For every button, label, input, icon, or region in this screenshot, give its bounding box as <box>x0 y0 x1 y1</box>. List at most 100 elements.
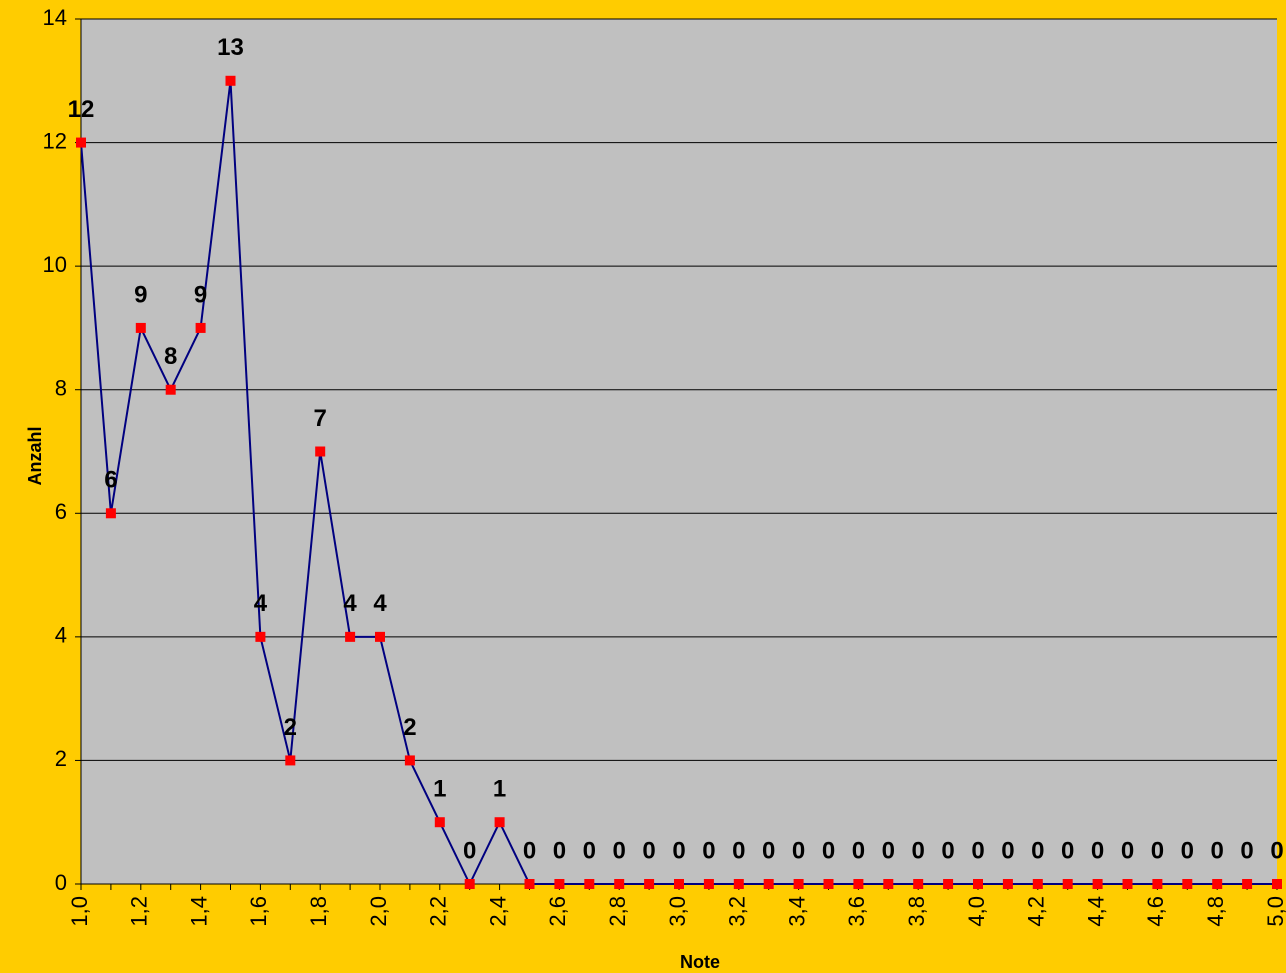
data-point <box>763 879 774 889</box>
y-tick-label: 4 <box>55 623 67 648</box>
data-point <box>345 631 356 642</box>
data-label: 4 <box>343 590 357 617</box>
data-label: 0 <box>941 837 954 864</box>
x-tick-label: 2,8 <box>605 896 630 927</box>
y-tick-label: 6 <box>55 499 67 524</box>
y-tick-label: 0 <box>55 870 67 895</box>
data-label: 2 <box>403 714 416 741</box>
x-tick-label: 1,0 <box>67 896 92 927</box>
data-point <box>823 879 834 889</box>
data-label: 0 <box>1031 837 1044 864</box>
data-point <box>644 879 655 889</box>
data-point <box>703 879 714 889</box>
data-label: 0 <box>702 837 715 864</box>
data-point <box>883 879 894 889</box>
x-tick-label: 4,2 <box>1024 896 1049 927</box>
x-tick-label: 2,4 <box>485 896 510 927</box>
data-point <box>434 817 445 828</box>
data-label: 1 <box>493 776 506 803</box>
x-tick-label: 1,4 <box>186 896 211 927</box>
data-label: 0 <box>882 837 895 864</box>
data-point <box>853 879 864 889</box>
data-point <box>225 75 236 86</box>
data-point <box>1152 879 1163 889</box>
data-label: 0 <box>1001 837 1014 864</box>
data-point <box>105 508 116 519</box>
data-label: 0 <box>523 837 536 864</box>
data-point <box>494 817 505 828</box>
data-point <box>1212 879 1223 889</box>
data-point <box>524 879 535 889</box>
data-label: 0 <box>672 837 685 864</box>
data-point <box>165 384 176 395</box>
data-point <box>1032 879 1043 889</box>
data-label: 8 <box>164 343 177 370</box>
data-point <box>1182 879 1193 889</box>
data-point <box>584 879 595 889</box>
data-label: 4 <box>254 590 268 617</box>
data-label: 0 <box>1211 837 1224 864</box>
data-label: 0 <box>583 837 596 864</box>
y-tick-label: 2 <box>55 746 67 771</box>
x-tick-label: 2,2 <box>426 896 451 927</box>
data-point <box>554 879 565 889</box>
data-point <box>1242 879 1253 889</box>
x-tick-label: 5,0 <box>1263 896 1286 927</box>
data-label: 6 <box>104 467 117 494</box>
data-label: 0 <box>463 837 476 864</box>
data-point <box>733 879 744 889</box>
data-label: 1 <box>433 776 446 803</box>
x-tick-label: 3,2 <box>725 896 750 927</box>
data-point <box>375 631 385 642</box>
data-label: 9 <box>194 281 207 308</box>
plot-area <box>81 19 1277 884</box>
data-label: 0 <box>852 837 865 864</box>
data-label: 0 <box>792 837 805 864</box>
data-label: 0 <box>642 837 655 864</box>
data-point <box>793 879 804 889</box>
x-tick-label: 4,0 <box>964 896 989 927</box>
data-point <box>1272 879 1282 889</box>
y-tick-label: 10 <box>43 252 67 277</box>
data-label: 0 <box>1240 837 1253 864</box>
data-point <box>943 879 954 889</box>
y-tick-label: 14 <box>43 5 67 30</box>
x-tick-label: 1,8 <box>306 896 331 927</box>
data-label: 0 <box>613 837 626 864</box>
data-point <box>135 322 146 333</box>
data-label: 7 <box>314 405 327 432</box>
x-tick-label: 3,8 <box>904 896 929 927</box>
data-label: 12 <box>68 96 95 123</box>
data-label: 13 <box>217 34 244 61</box>
data-point <box>1002 879 1013 889</box>
data-label: 0 <box>1181 837 1194 864</box>
x-axis-label: Note <box>680 952 720 972</box>
data-label: 0 <box>822 837 835 864</box>
data-label: 2 <box>284 714 297 741</box>
data-point <box>913 879 924 889</box>
data-label: 0 <box>1151 837 1164 864</box>
x-tick-label: 4,8 <box>1203 896 1228 927</box>
data-point <box>195 322 206 333</box>
data-point <box>674 879 684 889</box>
data-label: 0 <box>1270 837 1283 864</box>
x-tick-label: 1,6 <box>246 896 271 927</box>
data-point <box>255 631 266 642</box>
data-label: 0 <box>732 837 745 864</box>
x-tick-label: 4,4 <box>1083 896 1108 927</box>
x-tick-label: 3,6 <box>844 896 869 927</box>
data-point <box>1062 879 1073 889</box>
x-tick-label: 1,2 <box>127 896 152 927</box>
y-tick-label: 12 <box>43 128 67 153</box>
data-point <box>285 755 296 766</box>
data-label: 0 <box>1121 837 1134 864</box>
x-tick-label: 4,6 <box>1143 896 1168 927</box>
data-label: 0 <box>1061 837 1074 864</box>
data-label: 0 <box>1091 837 1104 864</box>
data-label: 0 <box>553 837 566 864</box>
x-tick-label: 2,0 <box>366 896 391 927</box>
y-axis-label: Anzahl <box>25 426 45 485</box>
x-tick-label: 2,6 <box>545 896 570 927</box>
data-point <box>1092 879 1103 889</box>
